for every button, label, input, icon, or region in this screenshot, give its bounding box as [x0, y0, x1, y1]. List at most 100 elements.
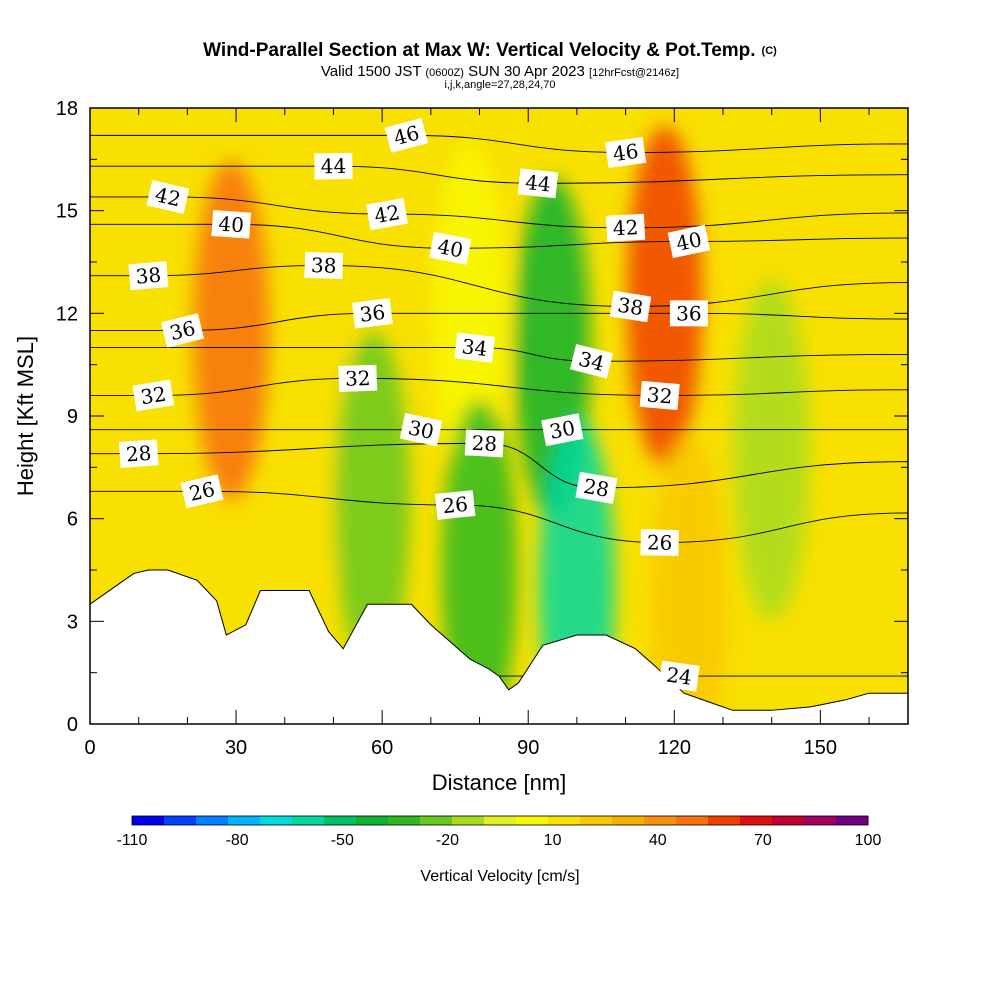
- theta-label-box: [160, 313, 205, 348]
- colorbar-tick-label: -50: [331, 832, 354, 849]
- theta-label-text: 24: [665, 662, 694, 689]
- w-feature-4: [441, 400, 518, 724]
- theta-label-text: 32: [345, 366, 371, 391]
- theta-label-text: 36: [167, 316, 198, 345]
- theta-label-text: 34: [576, 347, 607, 376]
- theta-label-box: [658, 660, 700, 692]
- y-tick-label: 15: [56, 201, 78, 223]
- theta-label-box: [569, 344, 614, 379]
- theta-label-36: 36: [669, 300, 708, 327]
- theta-label-box: [669, 300, 708, 327]
- theta-label-42: 42: [146, 180, 190, 214]
- colorbar-segment: [772, 816, 805, 825]
- colorbar-segment: [548, 816, 581, 825]
- y-tick-label: 0: [67, 714, 78, 736]
- colorbar-segment: [804, 816, 837, 825]
- valid-utc: (0600Z): [425, 67, 464, 79]
- colorbar-segment: [708, 816, 741, 825]
- colorbar-segment: [164, 816, 197, 825]
- theta-label-46: 46: [604, 136, 647, 169]
- theta-label-text: 44: [524, 170, 552, 197]
- theta-label-box: [211, 210, 252, 239]
- colorbar-tick-label: 70: [754, 832, 772, 849]
- x-axis: 0 30 60 90 120 150: [84, 108, 870, 759]
- y-axis-title: Height [Kft MSL]: [13, 336, 38, 496]
- theta-label-text: 36: [358, 300, 386, 327]
- colorbar-segment: [484, 816, 517, 825]
- theta-label-42: 42: [605, 213, 646, 242]
- theta-label-box: [605, 213, 646, 242]
- theta-label-44: 44: [314, 152, 353, 180]
- forecast-info: [12hrFcst@2146z]: [589, 67, 679, 79]
- valid-date: SUN 30 Apr 2023: [468, 63, 585, 80]
- theta-label-40: 40: [429, 231, 472, 265]
- theta-label-box: [464, 429, 505, 458]
- y-tick-label: 18: [56, 98, 78, 120]
- theta-label-30: 30: [541, 413, 584, 447]
- theta-label-32: 32: [338, 364, 378, 393]
- terrain: [90, 569, 908, 724]
- theta-label-text: 38: [135, 263, 162, 289]
- theta-label-38: 38: [304, 251, 344, 280]
- theta-label-34: 34: [454, 332, 496, 363]
- theta-label-box: [146, 180, 190, 214]
- colorbar-tick-label: 100: [855, 832, 882, 849]
- x-tick-label: 120: [658, 737, 691, 759]
- colorbar-segment: [132, 816, 165, 825]
- plot-area: 46 46 44 44 42 42 42 40 40 40 38 38 38 36 36 36 34 34 32 32…: [90, 108, 908, 724]
- colorbar-segment: [612, 816, 645, 825]
- theta-label-box: [384, 117, 429, 153]
- theta-label-text: 42: [153, 182, 183, 211]
- colorbar-tick-label: 10: [544, 832, 562, 849]
- theta-label-text: 26: [647, 530, 673, 554]
- theta-label-text: 30: [406, 415, 436, 444]
- theta-label-box: [351, 298, 393, 329]
- w-feature-8: [650, 434, 727, 724]
- theta-label-text: 34: [461, 334, 489, 361]
- theta-label-text: 40: [218, 211, 245, 237]
- colorbar-segment: [644, 816, 677, 825]
- theta-label-box: [128, 261, 169, 291]
- theta-label-text: 36: [676, 301, 701, 325]
- theta-label-28: 28: [118, 439, 159, 468]
- colorbar-tick-label: -110: [117, 832, 148, 849]
- theta-label-40: 40: [211, 210, 252, 239]
- theta-label-text: 38: [311, 253, 337, 278]
- theta-label-text: 40: [674, 227, 704, 256]
- theta-contour-labels: 46 46 44 44 42 42 42 40 40 40 38 38 38 36 36 36 34 34 32 32…: [118, 117, 711, 692]
- w-feature-9: [733, 280, 810, 621]
- colorbar-segment: [260, 816, 293, 825]
- theta-label-box: [429, 231, 472, 265]
- colorbar-segment: [324, 816, 357, 825]
- theta-label-box: [118, 439, 159, 468]
- svg-text:Wind-Parallel Section at Max W: Wind-Parallel Section at Max W: Vertical…: [203, 40, 777, 61]
- theta-label-24: 24: [658, 660, 700, 692]
- colorbar-segment: [676, 816, 709, 825]
- theta-contour-44: [90, 165, 908, 184]
- colorbar-segment: [420, 816, 453, 825]
- theta-label-42: 42: [366, 197, 408, 231]
- theta-label-28: 28: [464, 429, 505, 458]
- x-tick-label: 90: [517, 737, 539, 759]
- copyright-mark: (C): [762, 45, 778, 57]
- title-block: Wind-Parallel Section at Max W: Vertical…: [203, 40, 777, 91]
- svg-text:Valid 1500 JST (0600Z): Valid 1500 JST (0600Z) SUN 30 Apr 2023 […: [321, 63, 679, 80]
- colorbar-segment: [228, 816, 261, 825]
- valid-time: Valid 1500 JST: [321, 63, 421, 80]
- theta-label-box: [132, 379, 175, 412]
- theta-label-text: 26: [441, 492, 469, 519]
- theta-label-text: 40: [436, 234, 466, 262]
- theta-label-text: 46: [611, 139, 640, 166]
- theta-label-box: [640, 529, 679, 556]
- colorbar-title: Vertical Velocity [cm/s]: [420, 868, 579, 885]
- colorbar-segment: [196, 816, 229, 825]
- theta-label-text: 42: [372, 200, 401, 228]
- colorbar-segment: [740, 816, 773, 825]
- theta-label-44: 44: [517, 168, 559, 199]
- theta-label-box: [304, 251, 344, 280]
- y-tick-label: 9: [67, 406, 78, 428]
- theta-label-box: [366, 197, 408, 231]
- theta-label-box: [434, 490, 476, 520]
